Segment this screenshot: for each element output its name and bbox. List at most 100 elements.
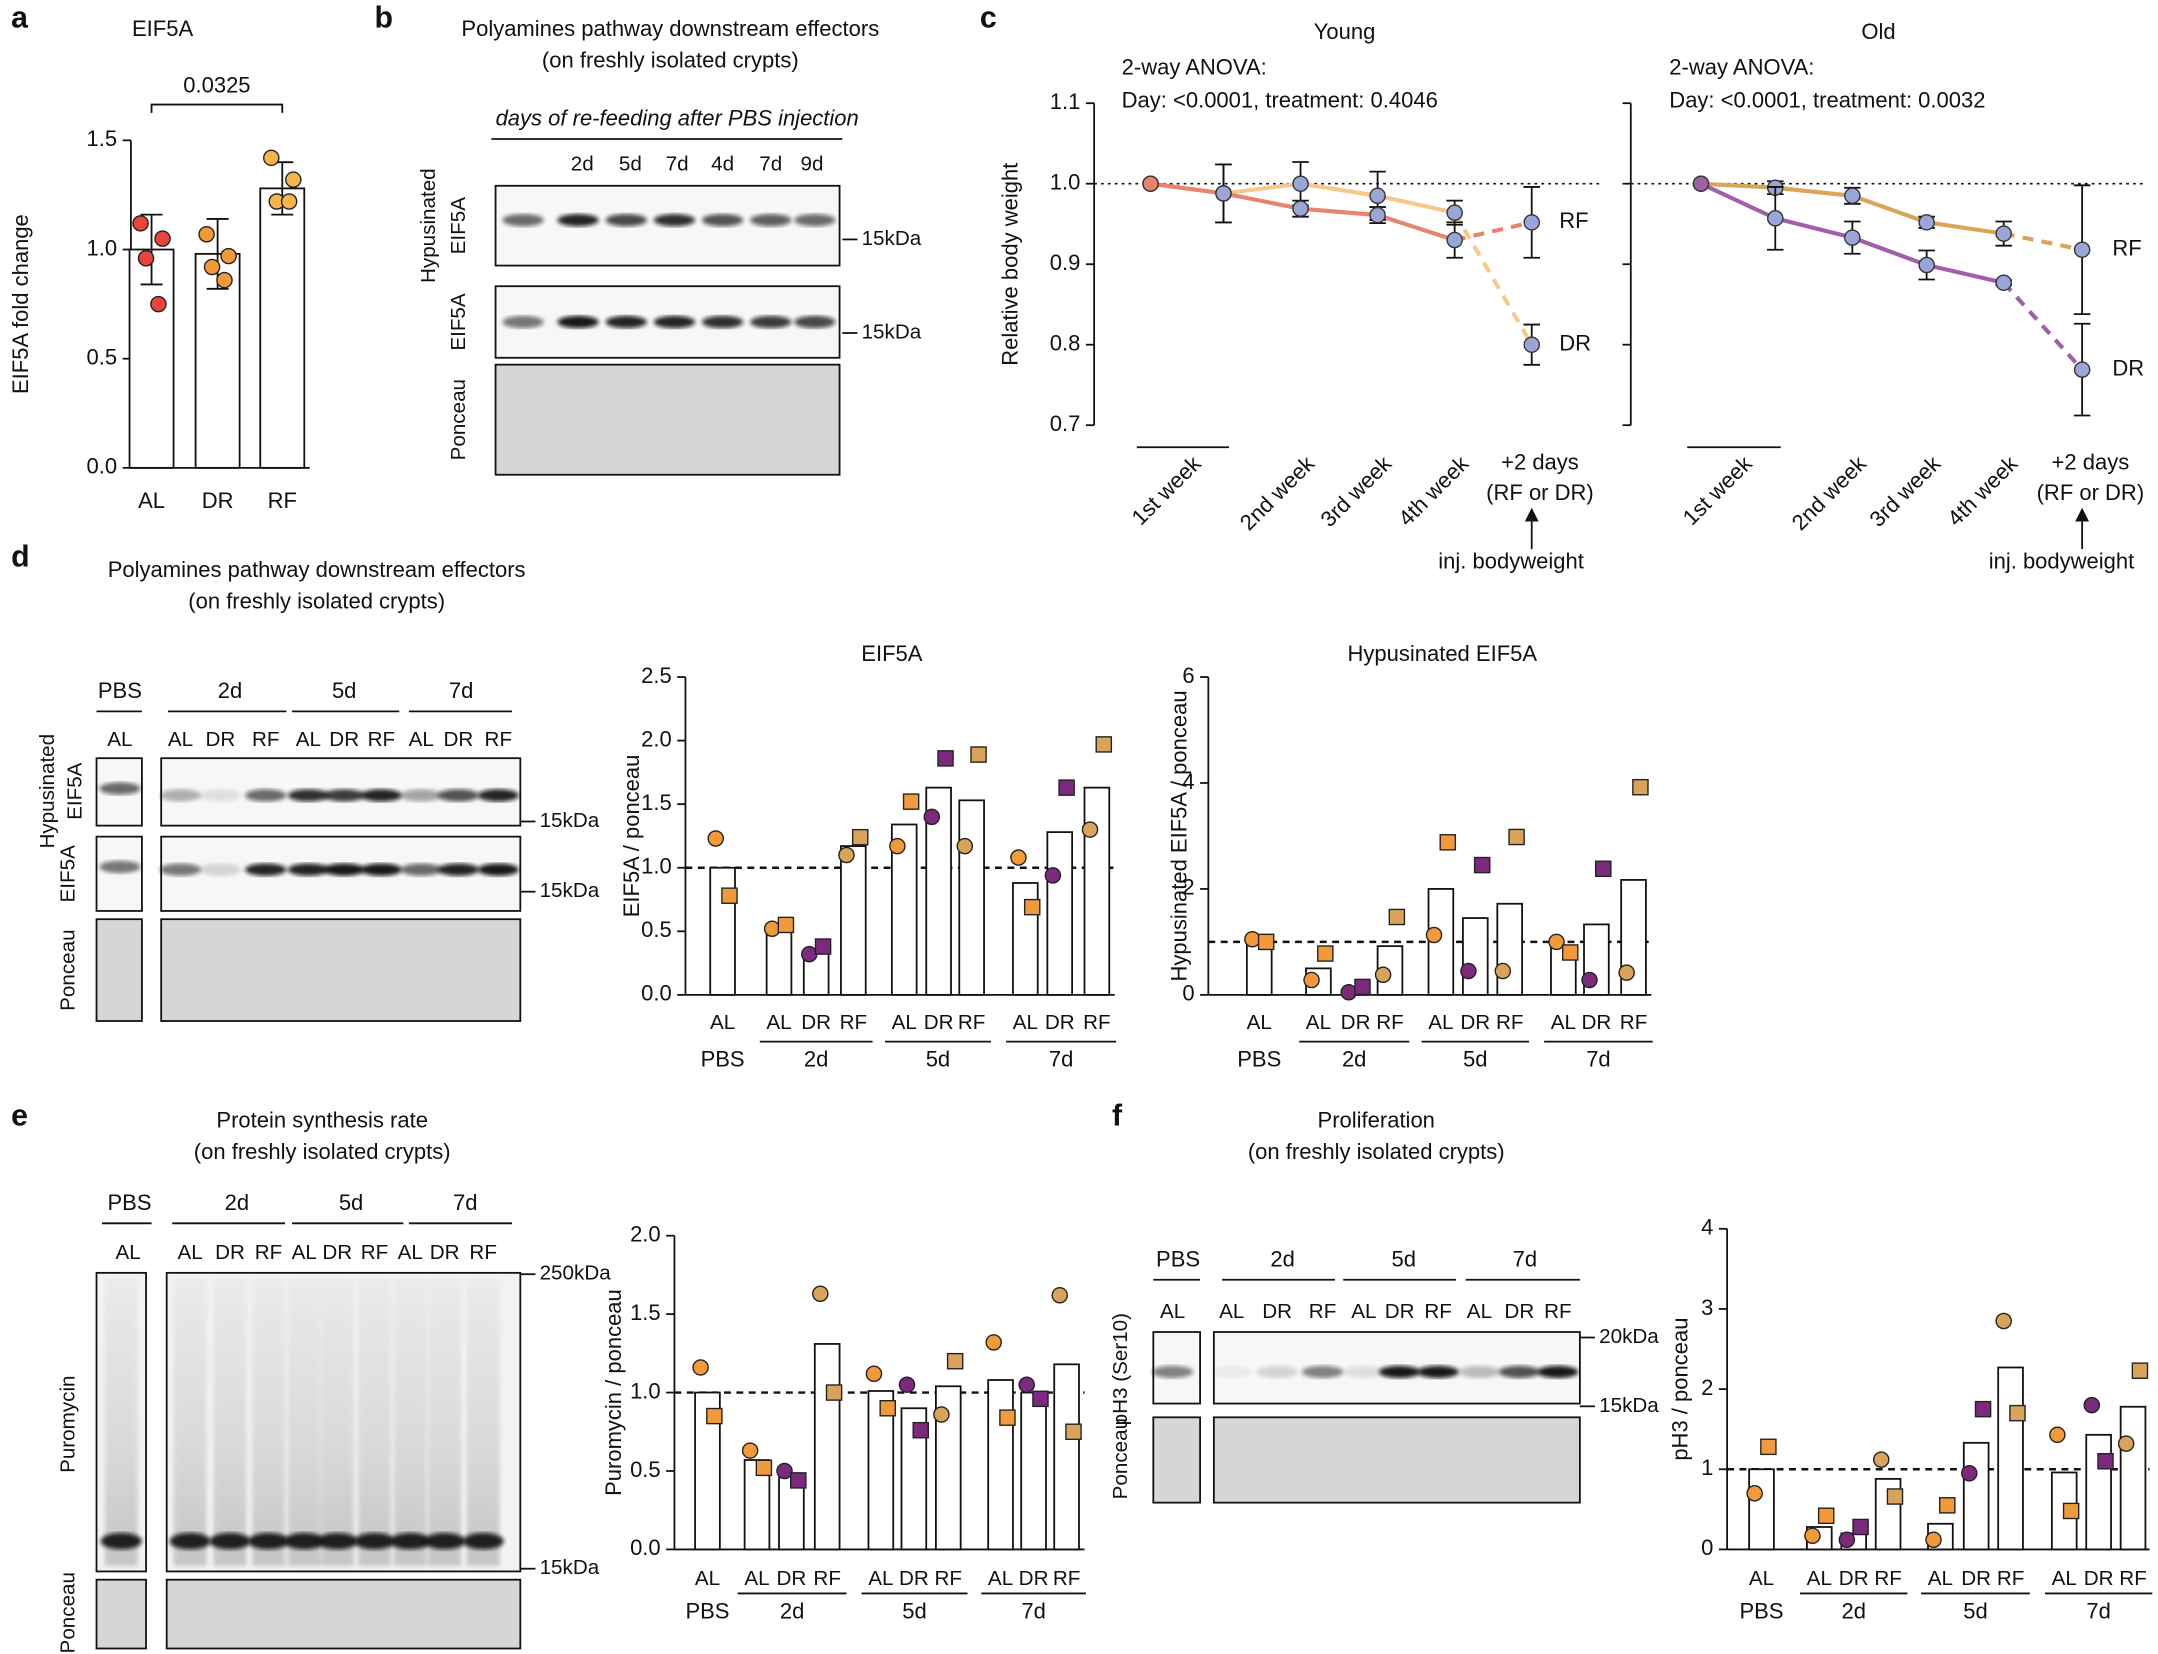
- lane-label: RF: [469, 1241, 497, 1264]
- blot-band: [360, 789, 402, 802]
- blot-band: [159, 863, 202, 876]
- data-point: [933, 1406, 950, 1423]
- data-point: [1317, 945, 1334, 962]
- x-tick-label: AL: [1247, 1011, 1272, 1034]
- x-tick-label: AL: [1749, 1567, 1774, 1590]
- blot-band: [1301, 1365, 1344, 1379]
- blot-band: [437, 789, 480, 802]
- blot-box: [95, 835, 143, 912]
- series-label: DR: [2112, 355, 2144, 380]
- data-point: [838, 846, 855, 864]
- blot-row-label: EIF5A: [447, 197, 470, 255]
- data-point: [1995, 274, 2012, 291]
- lane-label: AL: [1219, 1300, 1244, 1323]
- y-tick-label: 0: [1182, 981, 1194, 1006]
- bar: [2085, 1433, 2112, 1551]
- data-point: [1340, 983, 1357, 1001]
- lane-label: AL: [1160, 1300, 1185, 1323]
- data-point: [1838, 1531, 1856, 1549]
- x-tick-label: DR: [924, 1011, 954, 1034]
- lane-label: AL: [1467, 1300, 1492, 1323]
- x-tick-label: RF: [1620, 1011, 1648, 1034]
- data-point: [1852, 1518, 1869, 1536]
- blot-group-label: 7d: [449, 678, 473, 703]
- x-tick-label: DR: [1045, 1011, 1075, 1034]
- panel-label: e: [11, 1099, 28, 1132]
- blot-smear: [104, 1278, 138, 1566]
- lane-label: 7d: [759, 153, 782, 176]
- y-tick-label: 2.0: [641, 726, 672, 751]
- y-tick-label: 0.0: [630, 1535, 661, 1560]
- data-point: [1918, 256, 1935, 274]
- blot-smear: [466, 1278, 500, 1566]
- data-point: [1374, 966, 1392, 984]
- x-tick-label: RF: [2119, 1567, 2146, 1590]
- y-tick-label: 6: [1182, 663, 1194, 688]
- data-point: [2083, 1396, 2101, 1414]
- data-point: [1618, 964, 1635, 981]
- x-tick-label: AL: [138, 488, 165, 513]
- x-tick-label: DR: [2084, 1567, 2114, 1590]
- data-point: [1995, 1312, 2012, 1330]
- blot-row-label: Hypusinated: [36, 734, 59, 849]
- series-line: [1454, 220, 1533, 243]
- data-point: [1369, 187, 1386, 205]
- data-point: [923, 808, 941, 826]
- data-point: [137, 249, 155, 267]
- blot-band: [389, 1532, 431, 1550]
- blot-band: [462, 1532, 504, 1550]
- lane-label: AL: [107, 728, 132, 751]
- panel-heading: (on freshly isolated crypts): [542, 48, 799, 73]
- lane-label: 4d: [711, 153, 734, 176]
- data-point: [1473, 856, 1491, 874]
- panel-heading: (on freshly isolated crypts): [194, 1139, 451, 1164]
- x-tick-label: RF: [813, 1567, 841, 1590]
- blot-group-label: 7d: [453, 1190, 477, 1215]
- data-point: [741, 1442, 759, 1459]
- data-point: [1844, 187, 1861, 205]
- x-tick-label: DR: [202, 488, 234, 513]
- y-tick-label: 2.0: [630, 1221, 661, 1246]
- blot-row-label: EIF5A: [447, 293, 470, 351]
- blot-band: [400, 863, 442, 876]
- data-point: [1548, 933, 1565, 951]
- blot-row-label: Ponceau: [1109, 1418, 1132, 1499]
- blot-band: [653, 213, 696, 227]
- blot-band: [502, 315, 544, 329]
- bar: [1245, 941, 1273, 996]
- blot-band: [653, 315, 696, 329]
- x-tick-label: RF: [935, 1567, 962, 1590]
- lane-label: AL: [1351, 1300, 1376, 1323]
- blot-group-label: PBS: [108, 1190, 152, 1215]
- data-point: [220, 247, 237, 265]
- bar: [1053, 1363, 1080, 1551]
- data-point: [263, 149, 280, 167]
- lane-label: 2d: [571, 153, 594, 176]
- blot-group-label: PBS: [1156, 1246, 1200, 1271]
- x-tick-label: DR: [1961, 1567, 1991, 1590]
- blot-smear: [287, 1278, 321, 1566]
- group-label: PBS: [1740, 1599, 1784, 1624]
- y-tick-label: 0.5: [630, 1457, 661, 1482]
- lane-label: RF: [485, 728, 513, 751]
- data-point: [1425, 926, 1443, 944]
- lane-label: RF: [252, 728, 279, 751]
- x-tick-label: 3rd week: [1315, 450, 1397, 532]
- bar: [259, 187, 306, 469]
- blot-smear: [213, 1278, 247, 1566]
- lane-label: AL: [296, 728, 321, 751]
- data-point: [1023, 898, 1041, 916]
- blot-band: [99, 782, 141, 795]
- data-point: [790, 1472, 807, 1489]
- blot-band: [1151, 1365, 1194, 1379]
- x-tick-label: AL: [1551, 1011, 1576, 1034]
- data-point: [706, 1407, 723, 1425]
- data-point: [1974, 1400, 1992, 1418]
- x-tick-label: DR: [801, 1011, 831, 1034]
- data-point: [1844, 229, 1861, 246]
- x-tick-label: RF: [1874, 1567, 1902, 1590]
- arrow-head: [2075, 507, 2090, 522]
- blot-row-label: EIF5A: [56, 845, 79, 903]
- x-tick-label: AL: [892, 1011, 917, 1034]
- x-tick-label: AL: [1428, 1011, 1453, 1034]
